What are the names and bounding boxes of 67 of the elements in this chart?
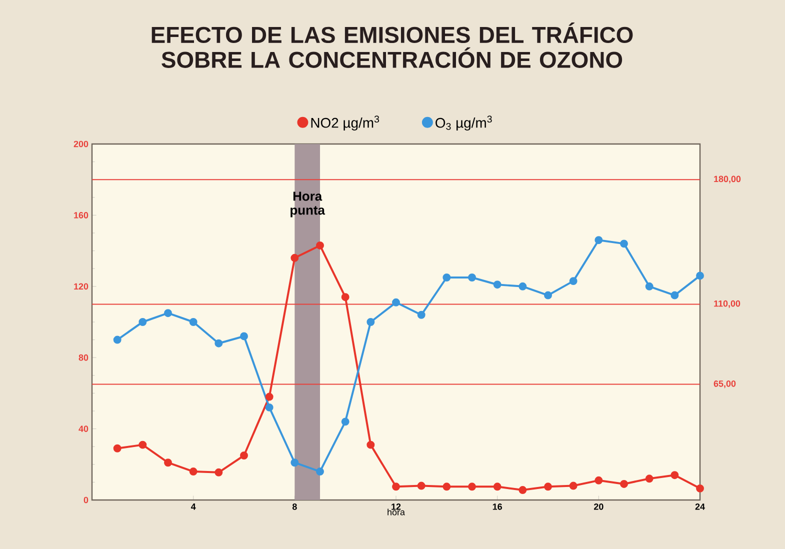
chart-title: EFECTO DE LAS EMISIONES DEL TRÁFICO SOBRE LA CONCENTRACIÓN DE OZONO: [152, 22, 633, 68]
point: [214, 339, 223, 348]
point: [138, 318, 147, 326]
point: [417, 482, 426, 490]
legend-label: NO2 µg/m$^{3}$: [311, 116, 380, 131]
point: [696, 272, 704, 280]
x-tick-label: 4: [190, 504, 196, 510]
point: [265, 392, 274, 401]
point: [316, 241, 324, 250]
point: [290, 254, 299, 262]
point: [138, 440, 147, 449]
y-tick-label: 40: [78, 426, 88, 432]
point: [240, 332, 248, 340]
point: [240, 452, 248, 460]
point: [620, 480, 628, 488]
y-tick-label: 0: [84, 496, 88, 504]
x-tick-label: 8: [292, 504, 297, 510]
point: [544, 291, 552, 300]
point: [670, 291, 679, 300]
point: [468, 482, 476, 491]
ref-line-label: 65,00: [714, 380, 736, 388]
point: [316, 468, 324, 476]
point: [366, 318, 375, 326]
ref-line-label: 180,00: [714, 176, 741, 184]
point: [366, 440, 375, 449]
point: [569, 277, 578, 286]
point: [341, 293, 350, 302]
point: [594, 236, 603, 244]
point: [696, 484, 704, 492]
point: [341, 418, 350, 426]
point: [442, 482, 451, 491]
point: [518, 282, 527, 290]
point: [290, 458, 299, 467]
point: [645, 282, 654, 290]
x-tick-label: 12: [392, 504, 401, 510]
point: [164, 458, 172, 467]
point: [189, 318, 198, 326]
y-tick-label: 200: [74, 140, 88, 148]
y-tick-label: 160: [74, 212, 88, 218]
point: [164, 309, 172, 318]
x-tick-label: 20: [594, 504, 604, 510]
point: [544, 482, 552, 491]
y-tick-label: 120: [74, 283, 88, 290]
point: [417, 310, 426, 319]
point: [113, 336, 122, 344]
point: [620, 240, 628, 248]
x-tick-label: 24: [695, 504, 705, 510]
point: [468, 274, 476, 282]
point: [594, 476, 603, 484]
y-tick-label: 80: [78, 354, 88, 361]
point: [392, 482, 400, 491]
point: [493, 280, 502, 289]
x-axis-title: hora: [388, 508, 405, 516]
point: [392, 298, 400, 306]
point: [493, 482, 502, 491]
ref-line-label: 110,00: [714, 300, 740, 308]
point: [214, 468, 223, 476]
point: [189, 468, 198, 476]
x-tick-label: 16: [492, 504, 502, 510]
legend-label: O$_{3}$ µg/m$^{3}$: [436, 116, 492, 131]
point: [670, 471, 679, 480]
point: [442, 274, 451, 282]
point: [113, 444, 122, 452]
point: [569, 482, 578, 490]
point: [645, 474, 654, 483]
point: [518, 486, 527, 494]
point: [265, 403, 274, 412]
